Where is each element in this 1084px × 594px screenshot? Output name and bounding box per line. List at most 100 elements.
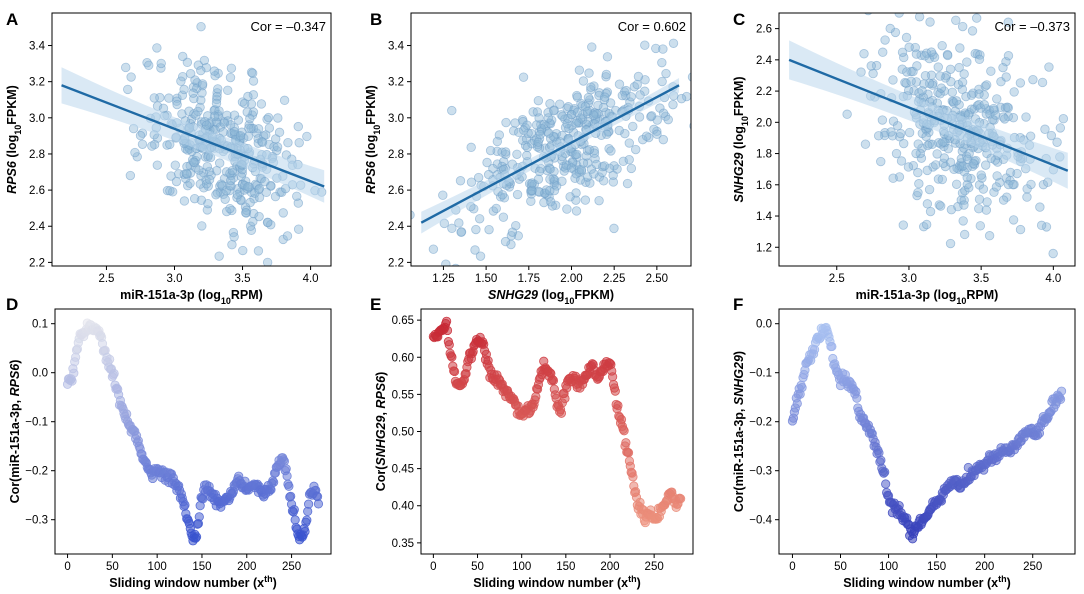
x-axis-label-part: th (264, 574, 273, 584)
scatter-point (474, 214, 485, 224)
panel-a: 2.5 3.0 3.5 4.0 2.2 2.4 2.6 2.8 3.0 3.2 3.4 miR-151… (5, 10, 332, 306)
scatter-point (668, 38, 679, 48)
scatter-point (1009, 87, 1019, 97)
scatter-point (888, 75, 898, 85)
scatter-point (989, 187, 999, 197)
scatter-point (254, 211, 264, 222)
scatter-point (892, 121, 903, 131)
scatter-point (966, 90, 977, 100)
scatter-point (622, 178, 633, 189)
scatter-point (609, 223, 619, 234)
scatter-point (601, 69, 612, 80)
scatter-point (149, 93, 159, 103)
scatter-point (1058, 113, 1069, 124)
scatter-point (1000, 114, 1010, 124)
scatter-point (956, 195, 966, 205)
y-axis-label-part: 10 (13, 125, 23, 135)
scatter-point (545, 164, 555, 174)
scatter-point (1022, 192, 1032, 202)
scatter-point (924, 184, 935, 195)
scatter-point (125, 170, 136, 181)
scatter-point (886, 127, 896, 137)
scatter-point (533, 95, 544, 106)
scatter-point (470, 245, 480, 255)
scatter-point (547, 201, 558, 211)
y-tick-label: 0.1 (32, 319, 48, 331)
window-point (286, 491, 296, 501)
x-tick-label: 150 (556, 561, 575, 573)
scatter-point (878, 47, 888, 57)
scatter-point (574, 165, 584, 175)
y-axis-label-part: (log (5, 135, 19, 161)
x-tick-label: 100 (512, 561, 531, 573)
scatter-point (147, 141, 157, 151)
scatter-point (661, 68, 671, 79)
y-tick-label: 0.65 (392, 315, 414, 327)
scatter-point (191, 110, 201, 120)
scatter-point (914, 13, 925, 22)
window-point (876, 455, 886, 465)
scatter-point (921, 219, 932, 230)
correlation-label: Cor = –0.347 (250, 19, 326, 34)
scatter-point (498, 212, 509, 222)
y-tick-label: 0.60 (392, 352, 414, 364)
scatter-point (211, 190, 221, 200)
scatter-point (657, 57, 667, 68)
scatter-point (945, 238, 956, 249)
scatter-point (197, 79, 208, 89)
scatter-point (591, 159, 602, 170)
plot-area (61, 21, 327, 266)
scatter-point (216, 179, 226, 189)
scatter-point (253, 246, 264, 256)
scatter-point (968, 158, 978, 169)
scatter-point (976, 170, 986, 180)
scatter-point (262, 257, 273, 266)
scatter-point (522, 150, 532, 161)
y-tick-label: 3.2 (29, 77, 45, 89)
scatter-point (254, 183, 265, 194)
scatter-point (454, 218, 464, 228)
y-axis-label-part: Cor( (374, 465, 388, 492)
scatter-point (933, 62, 943, 72)
scatter-point (614, 125, 624, 136)
scatter-point (614, 79, 625, 89)
x-axis-label-part: ) (1007, 576, 1011, 590)
scatter-point (1048, 248, 1058, 259)
scatter-point (868, 68, 878, 79)
scatter-point (256, 99, 267, 109)
scatter-point (243, 182, 253, 192)
y-axis-label-part: FPKM) (364, 85, 378, 125)
scatter-point (998, 62, 1008, 73)
scatter-point (898, 220, 909, 230)
window-point (852, 393, 862, 403)
x-axis-label: SNHG29 (log10FPKM) (488, 288, 614, 306)
axes-frame (778, 12, 1076, 267)
scatter-point (598, 176, 609, 186)
axes-frame (778, 308, 1076, 555)
x-axis-label-part: Sliding window number (x (473, 576, 628, 590)
correlation-label: Cor = 0.602 (618, 19, 686, 34)
scatter-point (913, 167, 923, 178)
window-point (442, 325, 453, 336)
scatter-point (958, 161, 968, 171)
scatter-point (921, 131, 931, 142)
plot-area (428, 316, 686, 528)
scatter-point (571, 195, 581, 205)
scatter-point (929, 52, 940, 62)
scatter-point (904, 127, 915, 138)
scatter-point (897, 64, 907, 74)
y-axis-label-part: 10 (372, 125, 382, 135)
y-tick-label: 1.4 (756, 211, 773, 223)
scatter-point (1001, 72, 1011, 82)
scatter-point (475, 251, 486, 261)
scatter-point (229, 232, 239, 242)
y-axis-label-part: Cor(miR-151a-3p, (8, 396, 22, 503)
y-axis-label-part: RPS6 (5, 160, 19, 194)
scatter-point (144, 60, 154, 71)
x-tick-label: 0 (64, 561, 70, 573)
x-tick-label: 0 (430, 561, 436, 573)
y-axis-label-part: SNHG29 (374, 415, 388, 465)
scatter-point (984, 231, 995, 241)
x-axis-label-part: 10 (956, 296, 966, 306)
